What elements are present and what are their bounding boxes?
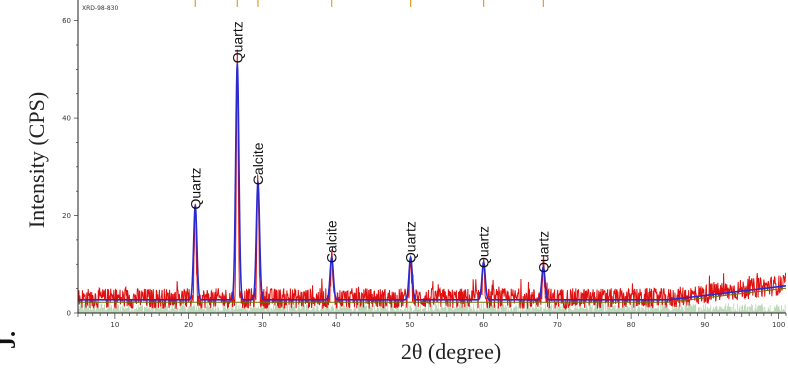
y-tick-label: 0 xyxy=(67,310,71,318)
y-axis-label: Intensity (CPS) xyxy=(24,92,49,228)
x-tick-label: 70 xyxy=(553,321,562,329)
panel-letter: J. xyxy=(0,331,21,349)
x-tick-label: 90 xyxy=(700,321,709,329)
x-tick-label: 40 xyxy=(332,321,341,329)
background-line xyxy=(78,287,787,303)
plot-area xyxy=(78,0,788,316)
peak-label: Quartz xyxy=(187,167,203,209)
x-tick-label: 10 xyxy=(110,321,119,329)
x-tick-label: 60 xyxy=(479,321,488,329)
peak-label: Calcite xyxy=(324,220,340,263)
reference-markers xyxy=(194,0,544,7)
x-tick-label: 50 xyxy=(405,321,414,329)
peak-label: Quartz xyxy=(535,231,551,273)
y-tick-label: 40 xyxy=(62,115,71,123)
peak-label: Quartz xyxy=(229,21,245,63)
calculated-series-line xyxy=(78,63,787,301)
series-group xyxy=(77,49,787,310)
reference-id: XRD-98-830 xyxy=(82,5,118,12)
y-tick-label: 20 xyxy=(62,212,71,220)
peak-label: Quartz xyxy=(476,226,492,268)
x-tick-label: 20 xyxy=(184,321,193,329)
y-tick-label: 60 xyxy=(62,17,71,25)
x-tick-label: 30 xyxy=(258,321,267,329)
peak-labels: Quartz Quartz Calcite Calcite Quartz Quartz Qu… xyxy=(187,21,551,273)
x-tick-label: 80 xyxy=(627,321,636,329)
axes-group: 10 20 30 40 50 60 70 80 90 100 0 20 40 60 xyxy=(62,0,787,329)
x-axis-label: 2θ (degree) xyxy=(401,339,501,364)
peak-label: Quartz xyxy=(403,221,419,263)
x-tick-label: 100 xyxy=(772,321,785,329)
peak-label: Calcite xyxy=(250,142,266,185)
